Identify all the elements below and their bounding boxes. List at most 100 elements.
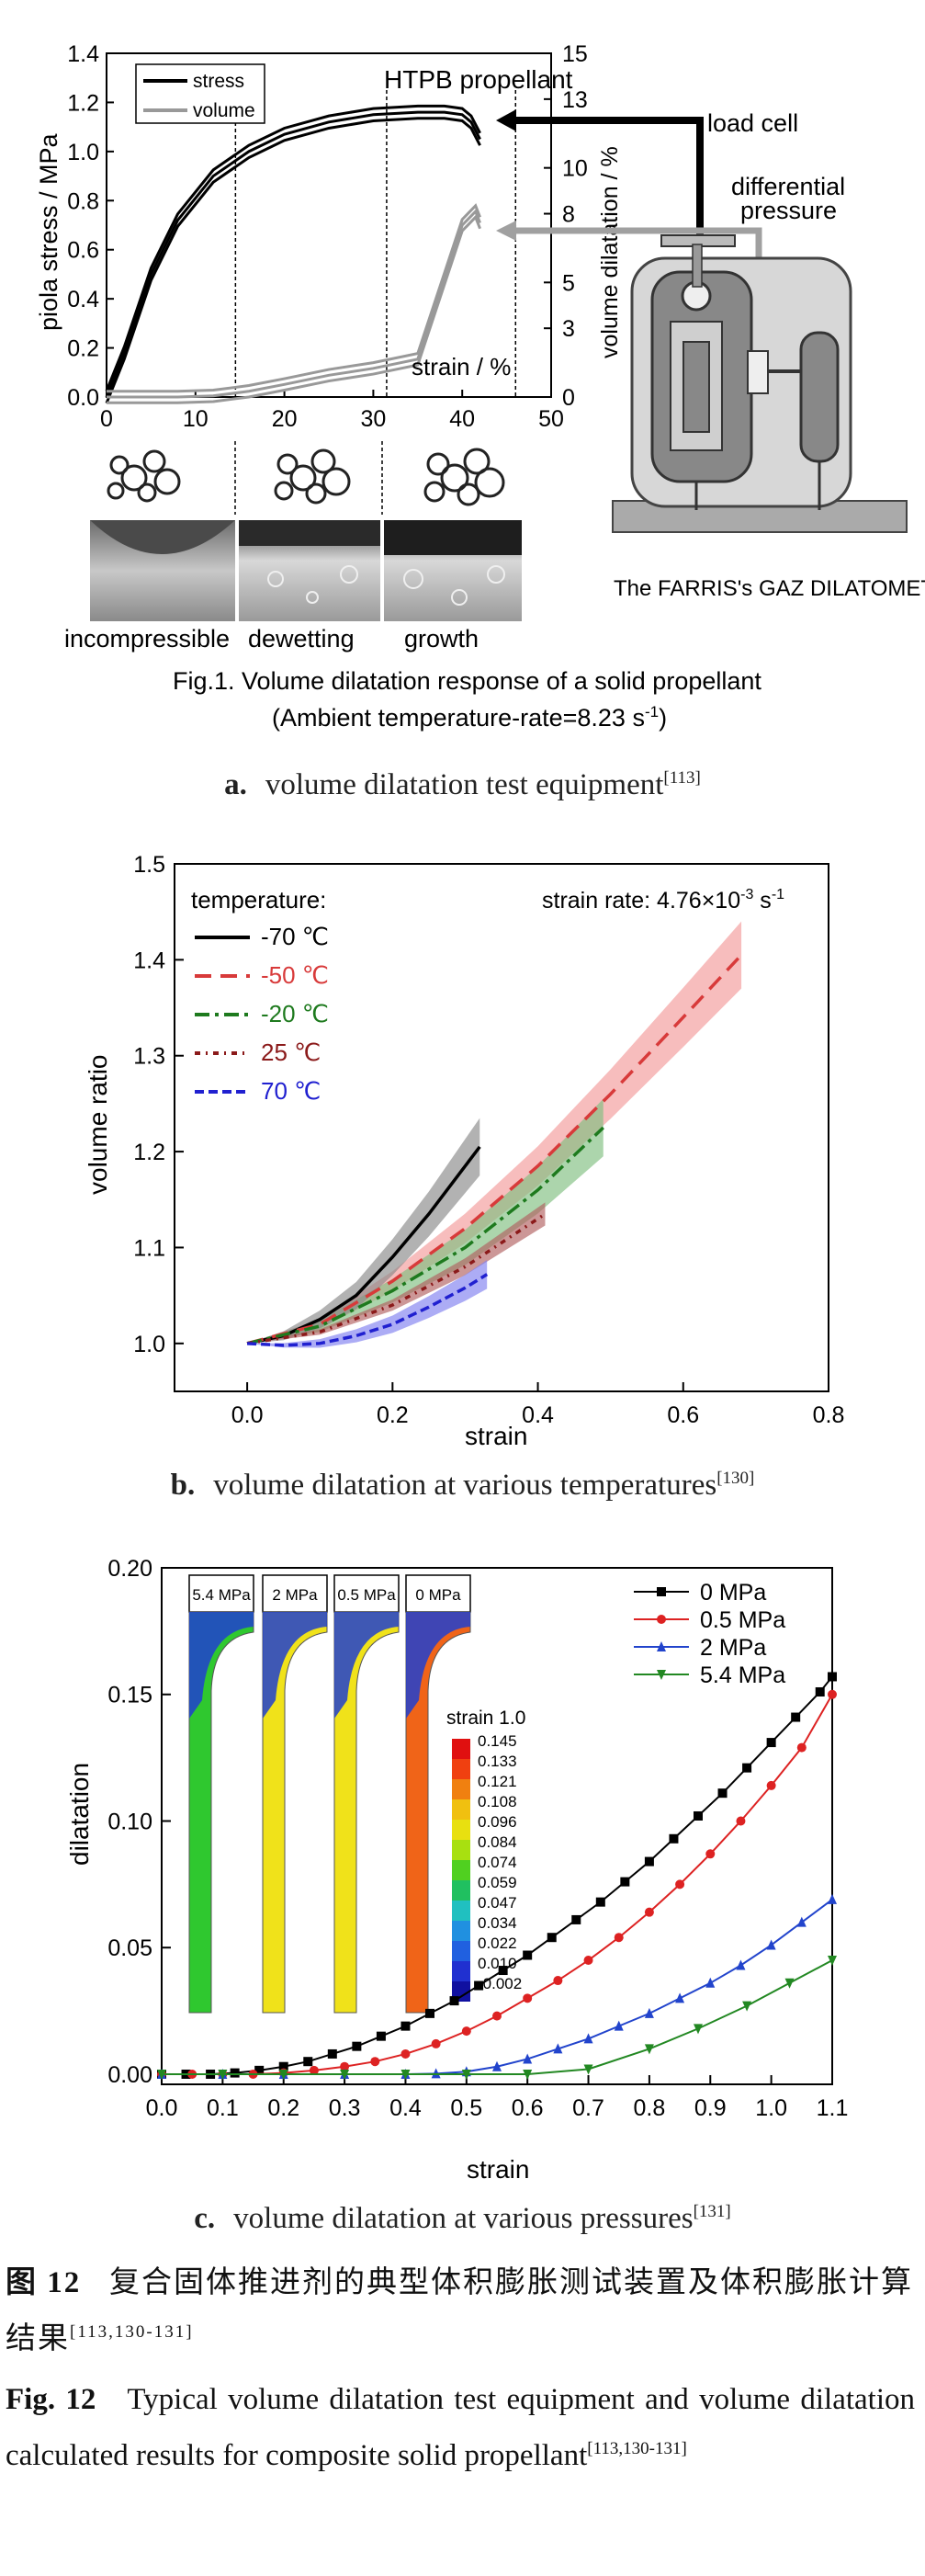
c-marker [340,2061,350,2071]
colorbar-swatch [452,1799,470,1820]
c-marker [815,1686,825,1697]
a-xtick-label: 10 [183,406,209,432]
b-ytick-label: 1.5 [133,852,165,878]
c-marker [766,1939,776,1950]
c-marker [523,2069,533,2080]
colorbar-value: -0.002 [478,1975,522,1992]
legend-volume: volume [193,100,255,121]
panel-c-ylabel: dilatation [65,1763,94,1866]
c-marker [523,1993,533,2003]
fig1-title: Fig.1. Volume dilatation response of a s… [173,667,761,695]
panel-c-xlabel: strain [467,2155,529,2184]
b-ytick-label: 1.3 [133,1044,165,1070]
c-marker [553,2043,563,2054]
a-xtick-label: 40 [449,406,475,432]
panel-a-series [105,104,481,404]
c-marker [400,2069,411,2080]
c-marker [669,1833,679,1844]
c-xtick-label: 0.0 [146,2095,178,2121]
c-marker [449,1996,459,2006]
panel-b-legend: temperature: -70 ℃ -50 ℃ -20 ℃ 25 ℃ 70 ℃ [191,886,329,1105]
colorbar-swatch [452,1961,470,1981]
panel-a-legend: stress volume [135,63,265,124]
c-marker [523,1950,533,1960]
c-ytick-label: 0.15 [107,1683,152,1708]
a-series-stress [105,104,481,392]
c-marker [657,1641,666,1651]
colorbar-value: 0.133 [478,1753,517,1770]
inset-specimen [405,1611,471,2014]
stage-dewetting: dewetting [248,625,355,653]
panel-a-axes [106,52,552,398]
c-marker [340,2069,350,2080]
colorbar-swatch [452,1779,470,1799]
a-y2tick-label: 13 [562,87,588,113]
c-marker [766,1738,776,1748]
c-marker [657,1615,666,1624]
a-xtick-label: 20 [272,406,298,432]
c-marker [425,2008,434,2018]
c-marker [644,2044,654,2055]
a-y2tick-label: 3 [562,316,575,342]
c-marker [498,1966,508,1976]
colorbar-value: 0.084 [478,1833,517,1851]
micrographs [90,520,522,621]
c-marker [370,2057,380,2067]
subcaption-c: c. volume dilatation at various pressures… [194,2202,731,2235]
load-cell-arrow [496,109,704,241]
c-marker [657,1587,666,1596]
inset-specimen-head [263,1612,327,1719]
c-marker [620,1877,630,1887]
a-series-stress [105,110,481,398]
htpb-label: HTPB propellant [384,65,573,94]
colorbar-swatch [452,1860,470,1880]
a-y2tick-label: 5 [562,270,575,296]
c-xtick-label: 0.1 [207,2095,239,2121]
stage-growth: growth [404,625,479,653]
colorbar-value: 0.010 [478,1955,517,1972]
b-xtick-label: 0.8 [813,1402,845,1428]
inset-label: 5.4 MPa [192,1586,251,1604]
c-marker [796,1742,807,1753]
b-series-2 [246,1126,604,1345]
b-legend-label: -70 ℃ [261,923,329,950]
inset-label-box [188,1574,254,1613]
c-marker [461,2069,471,2080]
c-marker [278,2061,288,2071]
a-ytick-label: 0.6 [67,238,99,264]
c-marker [352,2041,362,2051]
panel-a: 0 10 20 30 40 50 0.0 0.2 0.4 0.6 0.8 1.0 1.2 1.4 0 3 5 8 1… [35,41,925,732]
c-marker [523,2053,533,2064]
a-ytick-label: 0.2 [67,336,99,362]
c-xtick-label: 0.5 [450,2095,482,2121]
subcaption-b: b. volume dilatation at various temperatu… [170,1469,755,1502]
c-xtick-label: 1.1 [817,2095,849,2121]
colorbar-swatch [452,1941,470,1961]
colorbar: strain 1.0 0.145 0.133 0.121 0.108 0.096 0.08… [446,1708,525,2002]
a-xtick-label: 0 [100,406,113,432]
c-marker [583,2064,593,2075]
c-xtick-label: 0.9 [694,2095,727,2121]
b-series-1 [246,953,743,1345]
c-marker [278,2069,288,2080]
colorbar-swatch [452,1820,470,1840]
a-series-volume [107,214,481,404]
c-series-3 [157,1956,837,2080]
a-ytick-label: 0.8 [67,188,99,214]
colorbar-title: strain 1.0 [446,1708,525,1729]
legend-stress: stress [193,71,244,92]
b-ytick-label: 1.2 [133,1140,165,1165]
c-marker [736,1816,746,1826]
figure-caption-zh: 图 12 复合固体推进剂的典型体积膨胀测试装置及体积膨胀计算结果[113,130… [6,2266,913,2355]
c-marker [828,1689,837,1699]
dilatometer-label: The FARRIS's GAZ DILATOMETER [614,576,925,601]
panel-a-y2label: volume dilatation / % [597,146,623,358]
c-marker [705,1977,716,1988]
a-y2tick-label: 15 [562,41,588,67]
colorbar-swatch [452,1901,470,1921]
a-xtick-label: 30 [360,406,386,432]
c-legend-label: 0.5 MPa [700,1607,785,1633]
c-marker [553,1976,563,1986]
panel-b-ticks: 0.0 0.2 0.4 0.6 0.8 1.0 1.1 1.2 1.3 1.4 1.5 [133,852,844,1428]
legend-title: temperature: [191,886,326,914]
